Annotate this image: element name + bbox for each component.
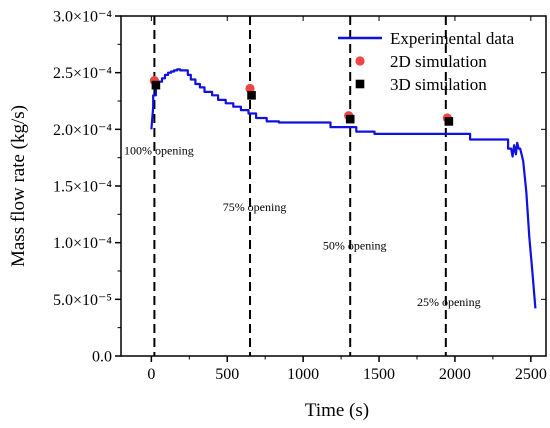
experimental-series xyxy=(150,68,537,309)
y-axis-title: Mass flow rate (kg/s) xyxy=(8,105,29,267)
x-axis-title: Time (s) xyxy=(305,400,369,421)
x-tick-label: 0 xyxy=(147,366,155,383)
3d-simulation-point xyxy=(247,91,256,100)
y-tick-label: 3.0×10⁻⁴ xyxy=(53,9,112,26)
legend-label: Experimental data xyxy=(390,29,515,48)
opening-label: 100% opening xyxy=(124,143,194,157)
opening-label: 50% opening xyxy=(323,238,387,252)
y-tick-label: 1.0×10⁻⁴ xyxy=(53,235,112,252)
legend-marker-3d xyxy=(355,79,365,89)
3d-simulation-point xyxy=(151,80,161,90)
experimental-data-line xyxy=(150,68,537,309)
x-tick-label: 2000 xyxy=(439,366,471,383)
legend-label: 2D simulation xyxy=(390,52,487,71)
opening-annotations: 100% opening 75% opening 50% opening 25% op… xyxy=(124,143,481,309)
legend-marker-2d xyxy=(355,56,365,66)
x-tick-label: 1500 xyxy=(363,366,395,383)
y-tick-label: 2.5×10⁻⁴ xyxy=(53,65,112,82)
y-tick-label: 5.0×10⁻⁵ xyxy=(53,292,112,309)
y-tick-label: 2.0×10⁻⁴ xyxy=(53,122,112,139)
legend-label: 3D simulation xyxy=(390,75,487,94)
3d-simulation-point xyxy=(345,114,355,124)
axis-ticks: 0 500 1000 1500 2000 2500 0.0 5.0×10⁻⁵ 1.0×10⁻⁴ 1… xyxy=(53,9,547,384)
opening-lines xyxy=(153,16,447,356)
x-tick-label: 500 xyxy=(215,366,239,383)
simulation-markers xyxy=(149,76,454,126)
x-tick-label: 2500 xyxy=(515,366,547,383)
opening-label: 75% opening xyxy=(223,200,287,214)
legend: Experimental data 2D simulation 3D simulat… xyxy=(338,29,515,94)
2d-simulation-point xyxy=(245,83,255,94)
x-tick-label: 1000 xyxy=(287,366,319,383)
opening-label: 25% opening xyxy=(417,295,481,309)
3d-simulation-point xyxy=(444,117,454,126)
y-tick-label: 0.0 xyxy=(92,349,112,366)
y-tick-label: 1.5×10⁻⁴ xyxy=(53,179,112,196)
